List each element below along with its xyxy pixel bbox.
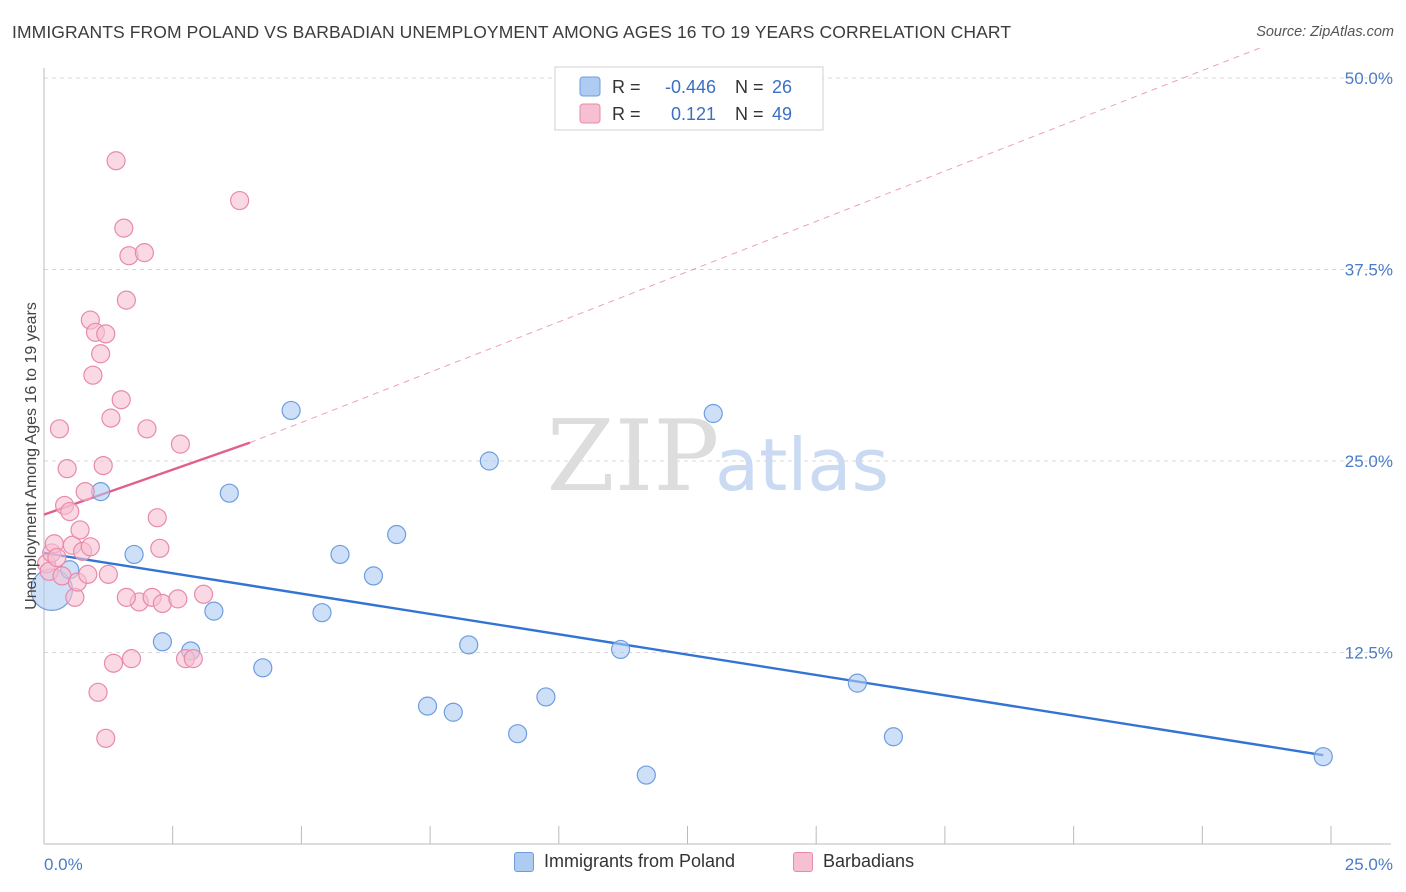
point-blue-18	[508, 724, 528, 744]
legend-swatch-poland	[514, 851, 534, 872]
point-blue-3	[124, 544, 144, 565]
y-axis-label: Unemployment Among Ages 16 to 19 years	[23, 302, 40, 610]
watermark-atlas: atlas	[715, 423, 889, 507]
point-blue-25	[1313, 747, 1333, 767]
point-blue-14	[417, 696, 438, 716]
point-pink-35	[134, 243, 154, 263]
legend-r-value-1: -0.446	[665, 77, 716, 97]
point-blue-15	[443, 702, 463, 722]
point-blue-4	[152, 632, 173, 652]
legend-item-barbadians[interactable]: Barbadians	[793, 851, 914, 872]
watermark: ZIP atlas	[547, 400, 889, 514]
watermark-zip: ZIP	[547, 400, 720, 514]
legend-label-barbadians: Barbadians	[823, 851, 915, 871]
tick-labels: 12.5% 25.0% 37.5% 50.0% 0.0% 25.0%	[44, 69, 1393, 874]
point-pink-32	[106, 151, 126, 171]
axes	[43, 68, 1391, 845]
point-pink-33	[114, 218, 134, 238]
point-blue-23	[847, 673, 867, 693]
legend-n-value-1: 26	[772, 77, 792, 97]
legend-n-value-2: 49	[772, 104, 792, 124]
point-blue-19	[536, 687, 556, 707]
y-tick-label-1: 25.0%	[1345, 452, 1393, 471]
point-pink-41	[168, 589, 188, 609]
grid-lines	[44, 77, 1391, 653]
correlation-legend: R = -0.446 N = 26 R = 0.121 N = 49	[554, 66, 824, 131]
point-pink-15	[75, 482, 95, 502]
point-pink-26	[103, 653, 124, 673]
point-pink-47	[116, 587, 136, 607]
point-blue-20	[610, 639, 631, 660]
point-blue-17	[479, 451, 499, 471]
point-pink-28	[111, 390, 131, 410]
point-pink-22	[93, 455, 113, 476]
point-pink-5	[49, 419, 70, 439]
point-pink-18	[83, 365, 103, 385]
legend-item-poland[interactable]: Immigrants from Poland	[514, 851, 735, 872]
y-tick-label-0: 12.5%	[1345, 644, 1393, 663]
point-blue-12	[363, 566, 384, 586]
point-pink-31	[121, 649, 142, 669]
legend-n-label-1: N =	[735, 77, 764, 97]
legend-label-poland: Immigrants from Poland	[544, 851, 736, 871]
chart-title: IMMIGRANTS FROM POLAND VS BARBADIAN UNEM…	[12, 22, 1012, 42]
point-pink-44	[183, 649, 203, 669]
point-blue-10	[312, 603, 332, 623]
point-pink-38	[147, 508, 167, 528]
point-pink-42	[170, 434, 191, 454]
trend-lines	[43, 46, 1324, 757]
point-pink-36	[137, 419, 157, 439]
point-pink-20	[88, 682, 108, 702]
point-pink-25	[101, 408, 121, 428]
point-pink-30	[119, 246, 139, 266]
point-blue-11	[330, 544, 350, 565]
trend-line-pink	[43, 441, 251, 516]
legend-n-label-2: N =	[735, 104, 764, 124]
point-pink-39	[150, 538, 170, 558]
legend-r-label-2: R =	[612, 104, 641, 124]
point-blue-16	[459, 635, 479, 655]
point-pink-48	[80, 537, 100, 557]
point-pink-21	[91, 344, 111, 364]
point-blue-8	[253, 658, 273, 678]
point-pink-45	[193, 584, 214, 604]
point-pink-4	[47, 547, 67, 568]
y-tick-label-2: 37.5%	[1345, 261, 1393, 280]
x-tick-label-0: 0.0%	[44, 855, 83, 874]
point-pink-27	[96, 324, 116, 344]
point-pink-24	[98, 564, 118, 584]
legend-swatch-barbadians	[793, 851, 813, 872]
point-pink-9	[60, 501, 80, 522]
point-pink-23	[96, 728, 116, 748]
series-legend: Immigrants from Poland Barbadians	[0, 851, 1406, 881]
point-blue-7	[219, 483, 239, 503]
y-tick-label-3: 50.0%	[1345, 69, 1393, 88]
legend-swatch-blue	[579, 76, 601, 97]
point-blue-13	[387, 524, 407, 545]
point-blue-22	[703, 403, 723, 424]
trend-extension-pink	[249, 46, 1262, 444]
point-pink-46	[230, 190, 250, 211]
data-points	[30, 151, 1333, 785]
legend-r-label-1: R =	[612, 77, 641, 97]
legend-swatch-pink	[579, 103, 601, 124]
point-pink-29	[116, 290, 136, 310]
point-blue-6	[204, 601, 224, 621]
point-blue-21	[636, 765, 656, 785]
legend-r-value-2: 0.121	[671, 104, 716, 124]
point-pink-13	[70, 520, 90, 540]
trend-line-blue	[43, 551, 1324, 757]
point-pink-16	[78, 564, 98, 584]
point-pink-8	[57, 459, 77, 479]
point-blue-9	[281, 400, 301, 421]
x-tick-label-1: 25.0%	[1345, 855, 1393, 874]
source-label[interactable]: Source: ZipAtlas.com	[1256, 24, 1394, 40]
point-blue-24	[883, 727, 904, 747]
